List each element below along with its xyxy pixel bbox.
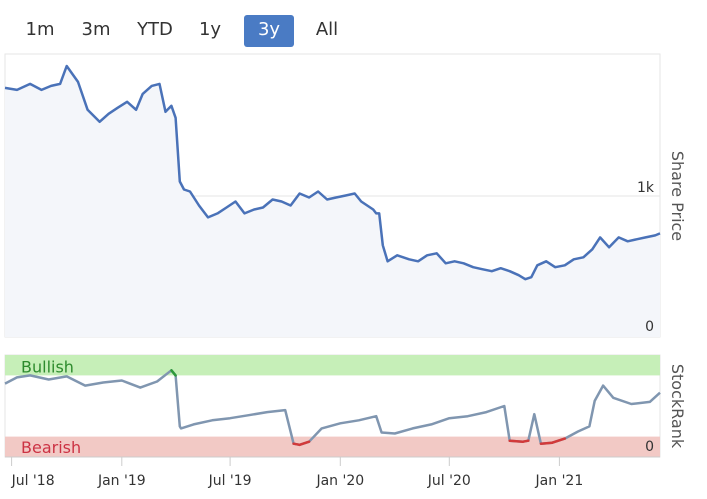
stockrank-bearish-segment: [508, 439, 525, 443]
bearish-zone: [5, 436, 660, 457]
range-selector: 1m 3m YTD 1y 3y All: [0, 0, 707, 52]
range-button-3m[interactable]: 3m: [81, 19, 111, 40]
stockrank-line: [4, 369, 661, 447]
stockrank-bearish-segment: [539, 441, 554, 445]
stockrank-bearish-segment: [298, 440, 311, 447]
rank-tick-0: 0: [645, 439, 654, 455]
price-tick-0: 0: [645, 319, 654, 335]
bullish-zone: [5, 355, 660, 376]
x-tick-label: Jul '19: [208, 473, 252, 489]
bearish-zone-label: Bearish: [21, 438, 81, 457]
bullish-zone-label: Bullish: [21, 357, 74, 376]
range-button-1y[interactable]: 1y: [198, 19, 222, 40]
price-tick-1k: 1k: [637, 180, 655, 196]
range-button-3y[interactable]: 3y: [244, 15, 294, 47]
stockrank-bullish-segment: [170, 369, 177, 377]
range-button-1m[interactable]: 1m: [25, 19, 55, 40]
range-button-ytd[interactable]: YTD: [137, 19, 173, 40]
share-price-line: [4, 64, 661, 281]
stockrank-bearish-segment: [550, 437, 567, 444]
price-axis-title: Share Price: [668, 151, 687, 241]
price-area-fill: [5, 66, 660, 337]
x-tick-label: Jul '20: [427, 473, 471, 489]
rank-axis-title: StockRank: [668, 364, 687, 449]
x-tick-label: Jan '19: [97, 473, 146, 489]
x-tick-label: Jan '21: [535, 473, 584, 489]
x-tick-label: Jul '18: [11, 473, 55, 489]
range-button-all[interactable]: All: [315, 19, 339, 40]
x-tick-label: Jan '20: [315, 473, 364, 489]
stockrank-bearish-segment: [521, 439, 530, 443]
